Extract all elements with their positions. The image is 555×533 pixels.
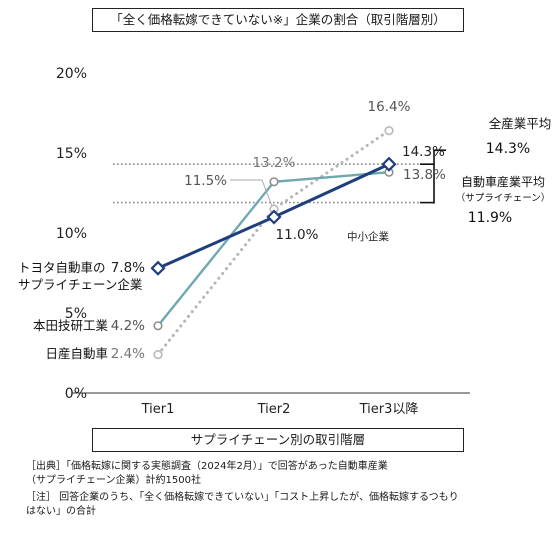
- series-name-toyota-line1: トヨタ自動車の: [18, 260, 106, 275]
- reference-name-all-industry: 全産業平均: [489, 116, 552, 131]
- reference-value-all-industry: 14.3%: [486, 141, 530, 157]
- data-point-marker: [384, 126, 394, 136]
- data-label: 2.4%: [111, 346, 145, 362]
- series-name-toyota-line2: サプライチェーン企業: [18, 277, 143, 292]
- series-line: [157, 171, 390, 327]
- y-tick-label: 15%: [56, 146, 87, 162]
- data-label: 13.2%: [253, 155, 296, 171]
- y-tick-label: 10%: [56, 226, 87, 242]
- data-label: 7.8%: [111, 260, 145, 276]
- data-point-marker: [153, 321, 163, 331]
- x-tick-label: Tier1: [141, 402, 175, 417]
- reference-subname-auto-industry: （サプライチェーン）: [456, 192, 551, 204]
- x-tick-label: Tier2: [257, 402, 291, 417]
- reference-value-auto-industry: 11.9%: [468, 210, 512, 226]
- data-label: 14.3%: [402, 144, 445, 160]
- series-line: [156, 129, 391, 357]
- y-tick-label: 20%: [56, 66, 87, 82]
- chart-title: 「全く価格転嫁できていない※」企業の割合（取引階層別）: [92, 8, 464, 32]
- data-point-marker: [150, 260, 166, 276]
- data-label: 4.2%: [111, 318, 145, 334]
- y-tick-label: 0%: [65, 386, 87, 402]
- source-note: ［出典］「価格転嫁に関する実態調査（2024年2月）」で回答があった自動車産業 …: [26, 461, 388, 486]
- annotation-sme: 中小企業: [347, 230, 389, 243]
- data-label: 16.4%: [368, 99, 411, 115]
- leader-line: [230, 179, 273, 207]
- data-point-marker: [266, 209, 282, 225]
- footnote: ［注］ 回答企業のうち、「全く価格転嫁できていない」「コスト上昇したが、価格転嫁…: [26, 492, 459, 517]
- data-label: 13.8%: [403, 167, 446, 183]
- y-tick-label: 5%: [65, 306, 87, 322]
- data-point-marker: [153, 350, 163, 360]
- reference-name-auto-industry: 自動車産業平均: [461, 174, 545, 189]
- series-name-honda: 本田技研工業: [33, 318, 109, 333]
- x-tick-label: Tier3以降: [359, 402, 419, 417]
- x-axis-label: サプライチェーン別の取引階層: [92, 428, 464, 452]
- series-name-nissan: 日産自動車: [45, 346, 108, 361]
- data-label: 11.5%: [184, 173, 227, 189]
- data-point-marker: [381, 156, 397, 172]
- data-label: 11.0%: [276, 227, 319, 243]
- data-point-marker: [269, 177, 279, 187]
